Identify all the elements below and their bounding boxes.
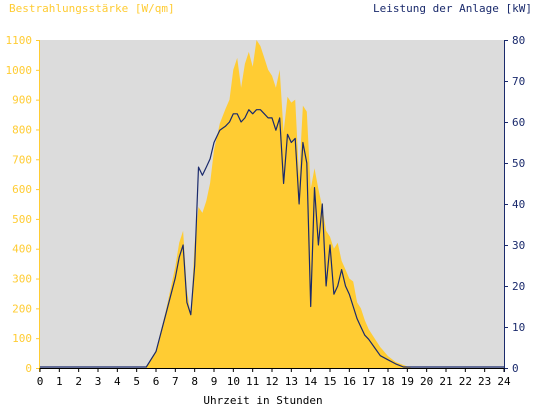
x-tick-label: 21 xyxy=(439,375,452,388)
right-tick-label: 50 xyxy=(512,157,525,170)
x-tick-label: 15 xyxy=(323,375,336,388)
x-tick-label: 6 xyxy=(153,375,160,388)
x-tick-label: 4 xyxy=(114,375,121,388)
x-tick-label: 1 xyxy=(56,375,63,388)
left-tick-label: 500 xyxy=(12,213,32,226)
left-tick-label: 100 xyxy=(12,332,32,345)
irradiance-area xyxy=(146,40,418,368)
left-tick-label: 800 xyxy=(12,123,32,136)
left-tick-label: 300 xyxy=(12,273,32,286)
left-tick-label: 1000 xyxy=(6,64,33,77)
right-tick-label: 20 xyxy=(512,280,525,293)
right-axis-label: Leistung der Anlage [kW] xyxy=(373,2,532,15)
x-tick-label: 22 xyxy=(459,375,472,388)
x-tick-label: 16 xyxy=(343,375,356,388)
x-tick-label: 20 xyxy=(420,375,433,388)
right-tick-label: 0 xyxy=(512,362,519,375)
left-tick-label: 0 xyxy=(25,362,32,375)
right-tick-label: 70 xyxy=(512,75,525,88)
right-tick-label: 10 xyxy=(512,321,525,334)
x-tick-label: 12 xyxy=(265,375,278,388)
right-tick-label: 80 xyxy=(512,34,525,47)
x-tick-label: 3 xyxy=(95,375,102,388)
right-tick-label: 40 xyxy=(512,198,525,211)
left-tick-label: 700 xyxy=(12,153,32,166)
right-tick-label: 60 xyxy=(512,116,525,129)
left-tick-label: 900 xyxy=(12,94,32,107)
x-tick-label: 23 xyxy=(478,375,491,388)
x-tick-label: 8 xyxy=(191,375,198,388)
x-tick-label: 13 xyxy=(285,375,298,388)
left-tick-label: 1100 xyxy=(6,34,33,47)
x-tick-label: 7 xyxy=(172,375,179,388)
x-tick-label: 14 xyxy=(304,375,318,388)
x-tick-label: 11 xyxy=(246,375,259,388)
power-line xyxy=(40,109,504,368)
left-axis-label: Bestrahlungsstärke [W/qm] xyxy=(9,2,175,15)
x-tick-label: 9 xyxy=(211,375,218,388)
left-tick-label: 400 xyxy=(12,243,32,256)
x-tick-label: 2 xyxy=(75,375,82,388)
x-tick-label: 17 xyxy=(362,375,375,388)
right-tick-label: 30 xyxy=(512,239,525,252)
x-tick-label: 19 xyxy=(401,375,414,388)
x-tick-label: 10 xyxy=(227,375,240,388)
x-tick-label: 24 xyxy=(497,375,511,388)
x-axis-label: Uhrzeit in Stunden xyxy=(203,394,322,407)
left-tick-label: 200 xyxy=(12,302,32,315)
left-tick-label: 600 xyxy=(12,183,32,196)
x-tick-label: 18 xyxy=(381,375,394,388)
x-tick-label: 0 xyxy=(37,375,44,388)
x-tick-label: 5 xyxy=(133,375,140,388)
